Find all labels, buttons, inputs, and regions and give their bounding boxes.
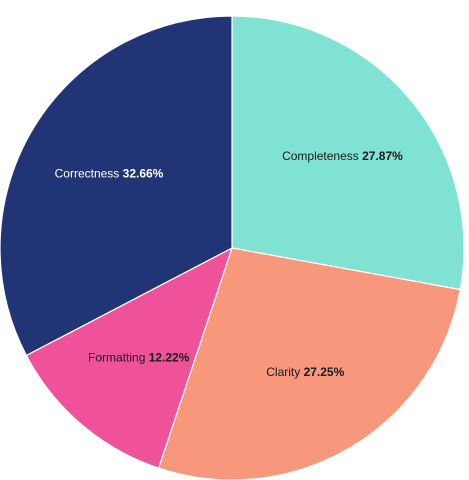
pie-slices [0,15,465,480]
pie-label-name: Completeness [282,149,362,163]
pie-labels: Completeness 27.87% Clarity 27.25% Formatt… [55,149,404,379]
pie-label-percent: 27.87% [362,149,403,163]
pie-slice-formatting [25,246,234,469]
pie-label-completeness: Completeness 27.87% [282,149,403,163]
pie-label-percent: 27.25% [304,365,345,379]
pie-slice-correctness [0,15,233,357]
pie-label-formatting: Formatting 12.22% [88,350,190,364]
pie-slice-clarity [157,247,461,480]
pie-label-clarity: Clarity 27.25% [266,365,344,379]
pie-label-percent: 32.66% [123,166,164,180]
pie-slice-completeness [231,15,465,291]
pie-label-name: Clarity [266,365,303,379]
pie-label-correctness: Correctness 32.66% [55,166,164,180]
pie-label-name: Correctness [55,166,123,180]
pie-label-name: Formatting [88,350,149,364]
pie-label-percent: 12.22% [149,350,190,364]
